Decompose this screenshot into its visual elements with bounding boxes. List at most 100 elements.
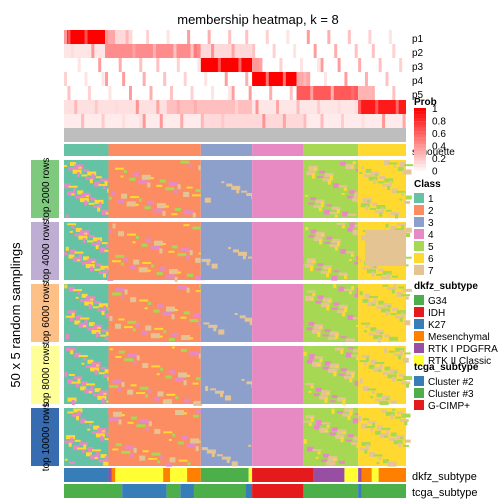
- panel-noise-cell: [356, 357, 360, 361]
- prob-cell-p6-1: [166, 100, 253, 114]
- panel-noise-cell: [115, 355, 122, 358]
- panel-noise-cell: [72, 188, 76, 192]
- panel-noise-cell: [162, 311, 172, 316]
- panel-noise-cell: [247, 256, 254, 259]
- prob-speckle: [375, 100, 379, 114]
- class-bar-segment-5: [303, 144, 359, 156]
- prob-legend-gradient-step: [414, 121, 426, 125]
- bottom-bar-tcga_subtype-segment-0: [64, 484, 123, 498]
- panel-noise-cell: [142, 261, 152, 264]
- panel-noise-cell: [359, 171, 363, 174]
- panel-noise-cell: [78, 355, 88, 358]
- prob-speckle: [84, 30, 88, 44]
- panel-noise-cell: [78, 253, 82, 257]
- panel-noise-cell: [335, 333, 339, 339]
- panel-noise-cell: [90, 266, 94, 272]
- panel-noise-cell: [405, 296, 409, 300]
- prob-speckle: [337, 100, 341, 114]
- panel-noise-cell: [382, 303, 392, 309]
- panel-noise-cell: [148, 301, 152, 305]
- prob-speckle: [67, 30, 71, 44]
- prob-speckle: [235, 100, 238, 114]
- prob-speckle: [87, 86, 91, 100]
- panel-noise-cell: [198, 353, 202, 359]
- panel-noise-cell: [192, 194, 202, 197]
- panel-noise-cell: [401, 381, 411, 385]
- prob-legend-gradient-step: [414, 164, 426, 168]
- panel-noise-cell: [101, 242, 108, 245]
- prob-speckle: [368, 30, 372, 44]
- class-legend-label: 4: [428, 230, 434, 241]
- panel-noise-cell: [399, 317, 403, 322]
- panel-noise-cell: [171, 245, 178, 249]
- panel-noise-cell: [324, 329, 331, 333]
- prob-speckle: [77, 58, 81, 72]
- panel-noise-cell: [307, 290, 317, 293]
- panel-noise-cell: [372, 390, 376, 394]
- panel-noise-cell: [124, 289, 128, 295]
- dkfz-legend-label: Mesenchymal: [428, 332, 490, 343]
- panel-noise-cell: [141, 243, 148, 247]
- panel-noise-cell: [104, 438, 111, 441]
- panel-noise-cell: [387, 273, 391, 279]
- panel-noise-cell: [73, 445, 80, 451]
- panel-noise-cell: [269, 394, 276, 397]
- panel-noise-cell: [174, 377, 184, 382]
- panel-noise-cell: [384, 334, 391, 338]
- bottom-bar-label-dkfz_subtype: dkfz_subtype: [412, 471, 477, 483]
- panel-noise-cell: [71, 193, 75, 196]
- panel-noise-cell: [231, 185, 241, 190]
- panel-noise-cell: [385, 209, 392, 212]
- panel-noise-cell: [315, 268, 322, 271]
- panel-noise-cell: [386, 430, 390, 434]
- prob-speckle: [265, 30, 269, 44]
- panel-noise-cell: [359, 447, 369, 451]
- panel-noise-cell: [183, 210, 193, 215]
- panel-noise-cell: [402, 169, 412, 175]
- panel-noise-cell: [362, 197, 372, 203]
- panel-noise-cell: [93, 425, 100, 430]
- panel-noise-cell: [317, 451, 321, 455]
- panel-noise-cell: [153, 396, 160, 401]
- panel-noise-cell: [345, 352, 352, 358]
- panel-noise-cell: [156, 203, 166, 209]
- prob-speckle: [289, 86, 293, 100]
- prob-speckle: [156, 100, 160, 114]
- prob-speckle: [351, 86, 355, 100]
- panel-noise-cell: [241, 378, 245, 381]
- panel-noise-cell: [136, 424, 146, 428]
- bottom-bar-tcga_subtype-segment-3: [180, 484, 194, 498]
- panel-noise-cell: [373, 454, 383, 457]
- prob-speckle: [296, 100, 300, 114]
- panel-noise-cell: [315, 456, 319, 459]
- panel-noise-cell: [177, 441, 184, 445]
- panel-noise-cell: [118, 350, 125, 354]
- bottom-bar-tcga_subtype-segment-6: [252, 484, 304, 498]
- panel-noise-cell: [102, 186, 106, 190]
- panel-noise-cell: [177, 271, 181, 274]
- panel-noise-cell: [215, 390, 225, 394]
- panel-noise-cell: [124, 257, 128, 262]
- panel-noise-cell: [120, 262, 124, 266]
- panel-noise-cell: [280, 186, 284, 189]
- panel-noise-cell: [181, 436, 188, 441]
- class-legend-swatch: [414, 205, 424, 215]
- panel-noise-cell: [380, 276, 390, 280]
- panel-noise-cell: [87, 240, 94, 243]
- panel-noise-cell: [396, 379, 403, 382]
- panel-noise-cell: [304, 263, 314, 268]
- prob-cell-p4-0: [252, 72, 297, 86]
- panel-noise-cell: [165, 306, 175, 312]
- panel-noise-cell: [177, 253, 187, 257]
- prob-speckle: [118, 58, 122, 72]
- panel-noise-cell: [337, 429, 347, 435]
- panel-noise-cell: [84, 301, 94, 306]
- panel-noise-cell: [388, 336, 398, 341]
- panel-noise-cell: [93, 237, 103, 242]
- panel-noise-cell: [244, 317, 254, 322]
- panel-noise-cell: [349, 410, 353, 416]
- tcga-legend-swatch: [414, 400, 424, 410]
- prob-legend-gradient-step: [414, 108, 426, 112]
- panel-noise-cell: [311, 173, 315, 179]
- panel-noise-cell: [154, 327, 164, 330]
